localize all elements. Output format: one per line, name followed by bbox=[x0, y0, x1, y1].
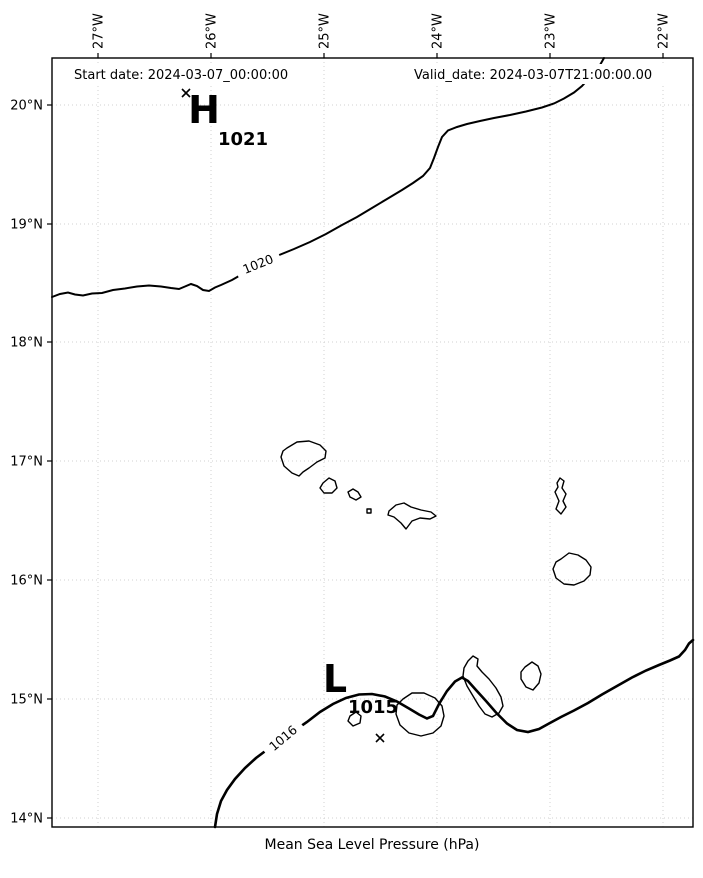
y-tick-16n: 16°N bbox=[10, 574, 43, 589]
x-tick-23w: 23°W bbox=[544, 13, 559, 49]
start-date-text: Start date: 2024-03-07_00:00:00 bbox=[74, 68, 288, 83]
graticule-grid bbox=[52, 58, 693, 827]
plot-border bbox=[51, 57, 694, 828]
island-outline-south-round bbox=[395, 692, 445, 737]
low-pressure-center: L 1015 bbox=[323, 657, 398, 743]
valid-date-text: Valid_date: 2024-03-07T21:00:00.00 bbox=[414, 68, 652, 83]
high-symbol: H bbox=[188, 88, 220, 132]
y-tick-20n: 20°N bbox=[10, 99, 43, 114]
island-outline-small-1 bbox=[319, 477, 338, 494]
island-outline-small-2 bbox=[347, 488, 362, 501]
x-tick-26w: 26°W bbox=[205, 13, 220, 49]
island-outline-south-elongated bbox=[462, 655, 504, 718]
high-value: 1021 bbox=[218, 129, 268, 150]
y-tick-17n: 17°N bbox=[10, 455, 43, 470]
y-tick-14n: 14°N bbox=[10, 812, 43, 827]
valid-date-mask bbox=[408, 64, 678, 84]
high-pressure-center: H 1021 bbox=[181, 88, 268, 150]
isobar-1016-label-mask bbox=[259, 716, 306, 759]
isobar-1020-line bbox=[51, 57, 605, 298]
isobar-1020-label-mask bbox=[233, 247, 283, 281]
islet-outline bbox=[366, 508, 372, 514]
island-outline-large-northwest bbox=[280, 440, 327, 477]
x-axis-tick-labels: 27°W 26°W 25°W 24°W 23°W 22°W bbox=[92, 13, 672, 49]
x-tick-25w: 25°W bbox=[318, 13, 333, 49]
low-value: 1015 bbox=[348, 697, 398, 718]
x-tick-22w: 22°W bbox=[657, 13, 672, 49]
island-outline-elongated-central bbox=[387, 502, 437, 530]
x-axis-title: Mean Sea Level Pressure (hPa) bbox=[265, 837, 480, 853]
y-tick-19n: 19°N bbox=[10, 218, 43, 233]
island-coastlines bbox=[280, 440, 592, 737]
low-symbol: L bbox=[323, 657, 347, 701]
x-tick-24w: 24°W bbox=[431, 13, 446, 49]
island-outline-southeast-small bbox=[520, 661, 542, 691]
island-outline-northeast-narrow bbox=[554, 477, 567, 515]
axis-ticks bbox=[47, 53, 664, 819]
low-center-x-marker bbox=[375, 733, 385, 743]
start-date-mask bbox=[66, 64, 309, 84]
y-tick-18n: 18°N bbox=[10, 336, 43, 351]
x-tick-27w: 27°W bbox=[92, 13, 107, 49]
island-outline-east-round bbox=[552, 552, 592, 586]
y-axis-tick-labels: 20°N 19°N 18°N 17°N 16°N 15°N 14°N bbox=[10, 99, 43, 827]
y-tick-15n: 15°N bbox=[10, 693, 43, 708]
high-center-x-marker bbox=[181, 88, 191, 98]
island-outline-southwest-small bbox=[347, 711, 362, 727]
